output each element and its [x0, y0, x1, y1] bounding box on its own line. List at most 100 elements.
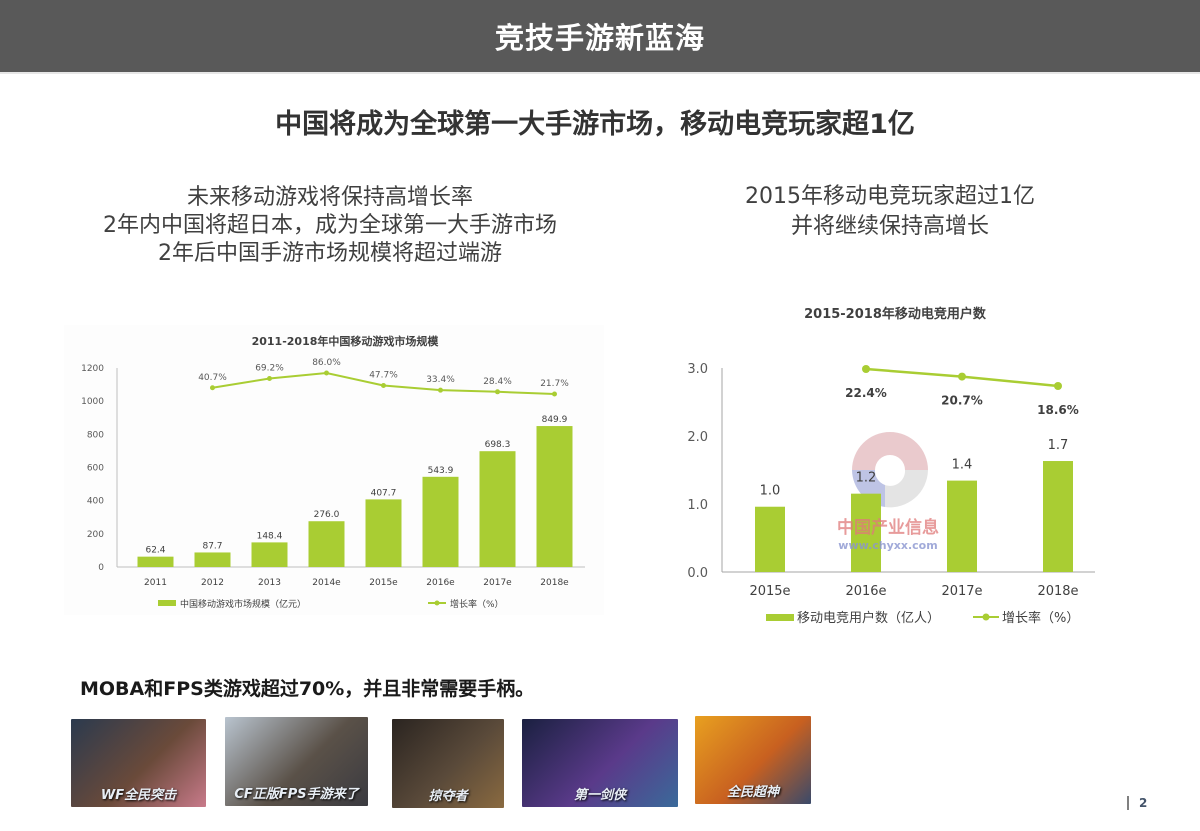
header-bar: 竞技手游新蓝海: [0, 0, 1200, 74]
y-ticks: 0.0 1.0 2.0 3.0: [687, 362, 708, 581]
bar-value-label: 1.0: [760, 484, 781, 499]
game-thumbnail: WF全民突击: [71, 719, 206, 807]
page-number-text: 2: [1139, 796, 1148, 810]
left-description: 未来移动游戏将保持高增长率 2年内中国将超日本，成为全球第一大手游市场 2年后中…: [50, 184, 610, 268]
bar-series: 1.0 1.2 1.4 1.7: [755, 438, 1073, 572]
bar-value-label: 148.4: [257, 531, 283, 541]
y-tick-label: 800: [87, 430, 104, 440]
y-tick-label: 0: [98, 563, 104, 573]
x-tick-labels: 2011 2012 2013 2014e 2015e 2016e 2017e 2018e: [144, 578, 569, 588]
legend-line-marker: [982, 613, 990, 621]
legend-bar-swatch: [766, 614, 794, 621]
growth-label: 28.4%: [483, 377, 512, 387]
game-thumbnail: CF正版FPS手游来了: [225, 717, 368, 806]
x-tick-label: 2013: [258, 578, 281, 588]
growth-label: 20.7%: [941, 394, 983, 408]
x-tick-label: 2014e: [312, 578, 341, 588]
growth-label: 22.4%: [845, 386, 887, 400]
bar: [365, 499, 402, 567]
game-thumbnail-title: 全民超神: [726, 785, 779, 800]
watermark-url: www.chyxx.com: [838, 539, 937, 552]
bar: [251, 542, 288, 567]
y-tick-label: 0.0: [687, 566, 708, 581]
market-size-chart: 2011-2018年中国移动游戏市场规模 0 200 400 600 800 1000 12…: [64, 325, 604, 615]
x-tick-label: 2017e: [483, 578, 512, 588]
growth-label: 47.7%: [369, 371, 398, 381]
legend-line-label: 增长率（%）: [450, 598, 504, 610]
bar: [194, 552, 231, 567]
game-thumbnail: 掠夺者: [392, 719, 504, 808]
growth-label: 40.7%: [198, 373, 227, 383]
bar-value-label: 543.9: [428, 466, 454, 476]
page-divider: [1127, 796, 1129, 810]
growth-marker: [381, 383, 386, 389]
left-description-line: 未来移动游戏将保持高增长率: [186, 185, 473, 210]
chart-title: 2011-2018年中国移动游戏市场规模: [252, 334, 440, 348]
game-thumbnail-title: CF正版FPS手游来了: [234, 787, 359, 802]
x-tick-label: 2011: [144, 578, 167, 588]
legend: 移动电竞用户数（亿人） 增长率（%）: [766, 610, 1079, 626]
y-tick-label: 600: [87, 464, 104, 474]
growth-label: 18.6%: [1037, 403, 1079, 417]
legend-bar-label: 中国移动游戏市场规模（亿元）: [180, 598, 306, 610]
growth-marker: [324, 370, 329, 376]
left-description-line: 2年后中国手游市场规模将超过端游: [158, 241, 502, 266]
bar-value-label: 849.9: [542, 415, 568, 425]
slide-subtitle: 中国将成为全球第一大手游市场，移动电竞玩家超1亿: [275, 109, 915, 140]
legend-line-marker: [434, 600, 440, 606]
bar-value-label: 1.7: [1048, 438, 1069, 453]
y-tick-label: 1.0: [687, 498, 708, 513]
watermark-text: 中国产业信息: [837, 517, 939, 538]
growth-label: 33.4%: [426, 375, 455, 385]
page-title: 竞技手游新蓝海: [494, 21, 705, 55]
growth-marker: [210, 385, 215, 391]
legend: 中国移动游戏市场规模（亿元） 增长率（%）: [158, 598, 504, 610]
y-tick-label: 1000: [81, 397, 104, 407]
y-tick-label: 1200: [81, 364, 104, 374]
bottom-caption: MOBA和FPS类游戏超过70%，并且非常需要手柄。: [80, 678, 535, 700]
left-description-line: 2年内中国将超日本，成为全球第一大手游市场: [103, 213, 557, 238]
legend-bar-label: 移动电竞用户数（亿人）: [797, 610, 940, 626]
chart-title: 2015-2018年移动电竞用户数: [804, 306, 987, 322]
bar: [755, 506, 785, 572]
legend-bar-swatch: [158, 600, 176, 606]
growth-marker: [862, 365, 870, 373]
bar-series: 62.4 87.7 148.4 276.0 407.7 543.9 698.3 849.9: [137, 415, 573, 567]
bar-value-label: 698.3: [485, 440, 511, 450]
bar: [947, 480, 977, 572]
growth-line-series: 40.7% 69.2% 86.0% 47.7% 33.4% 28.4% 21.7%: [198, 358, 569, 397]
growth-line-series: 22.4% 20.7% 18.6%: [845, 365, 1079, 417]
x-tick-label: 2012: [201, 578, 224, 588]
growth-label: 69.2%: [255, 363, 284, 373]
esports-users-chart: 2015-2018年移动电竞用户数 0.0 1.0 2.0 3.0 1.0 1.2 1.4…: [687, 306, 1095, 626]
x-tick-label: 2018e: [540, 578, 569, 588]
game-thumbnail: 全民超神: [695, 716, 811, 804]
y-tick-label: 400: [87, 497, 104, 507]
bar-value-label: 62.4: [145, 546, 165, 556]
legend-line-label: 增长率（%）: [1002, 610, 1079, 626]
x-tick-label: 2018e: [1037, 584, 1078, 599]
right-description-line: 2015年移动电竞玩家超过1亿: [745, 184, 1035, 209]
growth-marker: [495, 389, 500, 395]
x-tick-label: 2015e: [369, 578, 398, 588]
bar: [536, 426, 573, 567]
x-tick-labels: 2015e 2016e 2017e 2018e: [749, 584, 1078, 599]
watermark-logo: [852, 432, 928, 508]
bar: [479, 451, 516, 567]
x-tick-label: 2016e: [845, 584, 886, 599]
growth-marker: [1054, 382, 1062, 390]
bar: [308, 521, 345, 567]
growth-marker: [552, 391, 557, 397]
y-tick-label: 200: [87, 530, 104, 540]
bar-value-label: 407.7: [371, 488, 397, 498]
growth-marker: [438, 387, 443, 393]
bar-value-label: 276.0: [314, 510, 340, 520]
game-thumbnail-title: 第一剑侠: [573, 788, 626, 803]
game-thumbnail: 第一剑侠: [522, 719, 678, 807]
y-ticks: 0 200 400 600 800 1000 1200: [81, 364, 104, 573]
bar-value-label: 1.2: [856, 471, 877, 486]
growth-marker: [958, 372, 966, 381]
bar-value-label: 87.7: [202, 541, 222, 551]
x-tick-label: 2017e: [941, 584, 982, 599]
growth-label: 86.0%: [312, 358, 341, 368]
